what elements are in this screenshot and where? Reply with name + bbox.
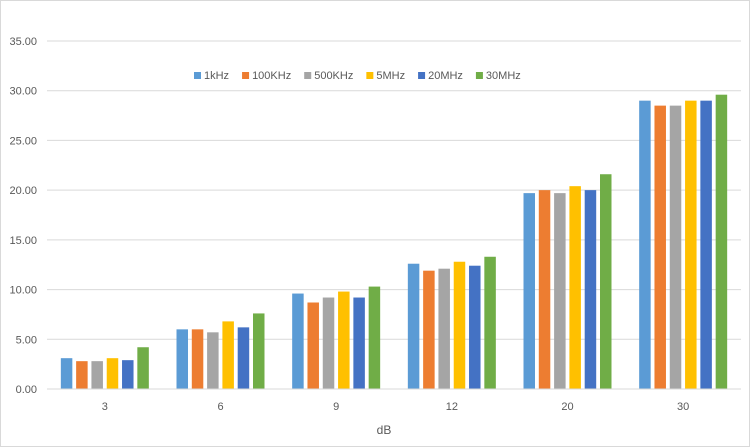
bar-5MHz-30	[685, 100, 697, 390]
bar-5MHz-6	[222, 321, 234, 389]
legend-swatch-20MHz	[418, 72, 426, 79]
bar-1kHz-12	[407, 263, 420, 389]
legend-label: 20MHz	[428, 70, 463, 82]
bar-500KHz-12	[438, 268, 450, 389]
legend-label: 1kHz	[204, 70, 229, 82]
bar-100KHz-9	[307, 302, 319, 389]
y-tick-label: 20.00	[9, 185, 37, 197]
bar-20MHz-9	[353, 297, 365, 389]
bar-30MHz-30	[715, 94, 728, 389]
bar-100KHz-6	[191, 329, 204, 389]
bar-5MHz-3	[106, 358, 119, 389]
x-tick-label: 9	[333, 401, 339, 413]
bar-5MHz-20	[569, 186, 581, 389]
gridlines	[47, 40, 741, 390]
legend-swatch-100KHz	[242, 72, 250, 79]
legend-label: 30MHz	[486, 70, 521, 82]
bar-100KHz-20	[538, 190, 551, 389]
bar-1kHz-30	[639, 100, 651, 390]
bar-100KHz-30	[654, 105, 666, 389]
legend-label: 500KHz	[314, 70, 353, 82]
y-tick-label: 25.00	[9, 135, 37, 147]
bar-20MHz-20	[584, 190, 597, 389]
legend-swatch-1kHz	[194, 72, 201, 79]
x-tick-label: 12	[446, 401, 458, 413]
bar-5MHz-12	[453, 261, 466, 389]
bar-100KHz-12	[423, 270, 435, 389]
y-tick-label: 0.00	[16, 384, 37, 396]
bar-20MHz-6	[237, 327, 250, 389]
bar-30MHz-6	[253, 313, 265, 389]
bar-1kHz-20	[523, 193, 535, 389]
bar-1kHz-3	[60, 358, 73, 389]
x-tick-label: 3	[102, 401, 108, 413]
x-axis-title: dB	[377, 423, 392, 437]
bar-20MHz-30	[700, 100, 712, 390]
x-tick-label: 20	[561, 401, 573, 413]
bar-500KHz-6	[207, 332, 219, 389]
bar-1kHz-9	[292, 293, 304, 389]
bar-30MHz-9	[368, 286, 381, 389]
legend-label: 100KHz	[252, 70, 291, 82]
y-tick-label: 10.00	[9, 285, 37, 297]
y-tick-label: 35.00	[9, 36, 37, 48]
bar-5MHz-9	[338, 291, 350, 389]
bar-30MHz-3	[137, 347, 149, 389]
bar-500KHz-9	[322, 297, 335, 389]
legend-swatch-500KHz	[304, 72, 312, 79]
bar-1kHz-6	[176, 329, 188, 389]
y-tick-label: 30.00	[9, 86, 37, 98]
legend-label: 5MHz	[376, 70, 405, 82]
bar-100KHz-3	[76, 361, 88, 389]
y-tick-label: 5.00	[16, 334, 37, 346]
x-tick-label: 6	[217, 401, 223, 413]
y-axis-tick-labels: 0.00 5.00 10.00 15.00 20.00 25.00 30.00 35.00	[9, 36, 37, 396]
bar-500KHz-20	[554, 193, 566, 389]
legend-swatch-5MHz	[366, 72, 374, 79]
bar-500KHz-3	[91, 361, 103, 389]
y-tick-label: 15.00	[9, 235, 37, 247]
bar-30MHz-12	[484, 256, 496, 389]
legend-swatch-30MHz	[475, 72, 483, 79]
legend: 1kHz 100KHz 500KHz 5MHz 20MHz 30MHz	[194, 70, 521, 82]
bar-500KHz-30	[669, 105, 682, 389]
bar-20MHz-12	[469, 265, 481, 389]
x-axis-tick-labels: 3 6 9 12 20 30	[102, 401, 690, 413]
bar-20MHz-3	[122, 360, 134, 389]
bar-30MHz-20	[600, 174, 612, 389]
x-tick-label: 30	[677, 401, 689, 413]
bars	[47, 94, 741, 390]
